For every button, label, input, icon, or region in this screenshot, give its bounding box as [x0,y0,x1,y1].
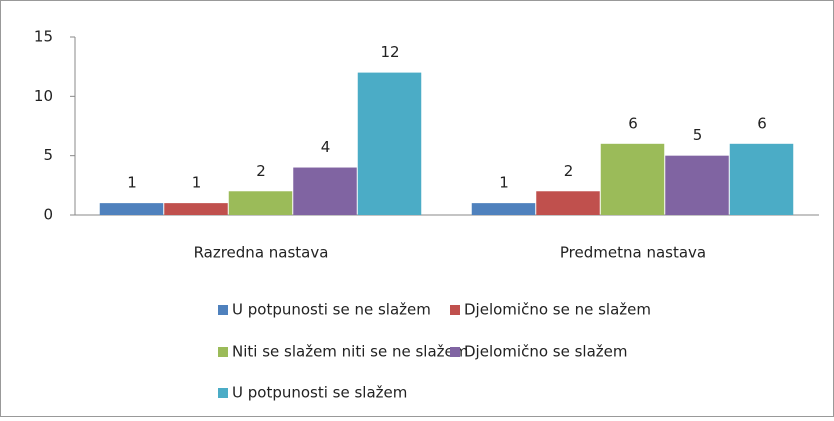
bar [536,191,600,215]
value-label: 2 [564,162,574,180]
value-label: 6 [757,114,767,132]
legend-label: Niti se slažem niti se ne slažem [232,343,468,361]
value-label: 4 [321,138,331,156]
legend-label: U potpunosti se slažem [232,384,407,402]
value-label: 12 [380,43,399,61]
y-tick-label: 0 [43,206,53,224]
bar [600,143,665,215]
x-tick-label: Predmetna nastava [560,244,706,262]
bar [293,167,357,215]
legend-swatch [218,388,228,398]
value-label: 5 [693,126,703,144]
value-label: 1 [127,174,137,192]
bar [99,203,164,215]
bar [471,203,536,215]
legend-label: Djelomično se ne slažem [464,301,651,319]
value-label: 1 [499,174,509,192]
bar [729,143,794,215]
bar [164,203,228,215]
y-tick-label: 15 [34,28,53,46]
bar [228,191,293,215]
y-tick-label: 5 [43,146,53,164]
x-tick-label: Razredna nastava [194,244,329,262]
bar [357,72,422,215]
y-tick-label: 10 [34,87,53,105]
legend-swatch [450,305,460,315]
legend-swatch [450,347,460,357]
value-label: 1 [192,174,202,192]
value-label: 2 [256,162,266,180]
legend-swatch [218,347,228,357]
legend-label: U potpunosti se ne slažem [232,301,431,319]
value-label: 6 [628,114,638,132]
legend-swatch [218,305,228,315]
legend-label: Djelomično se slažem [464,343,627,361]
bar [665,155,729,215]
